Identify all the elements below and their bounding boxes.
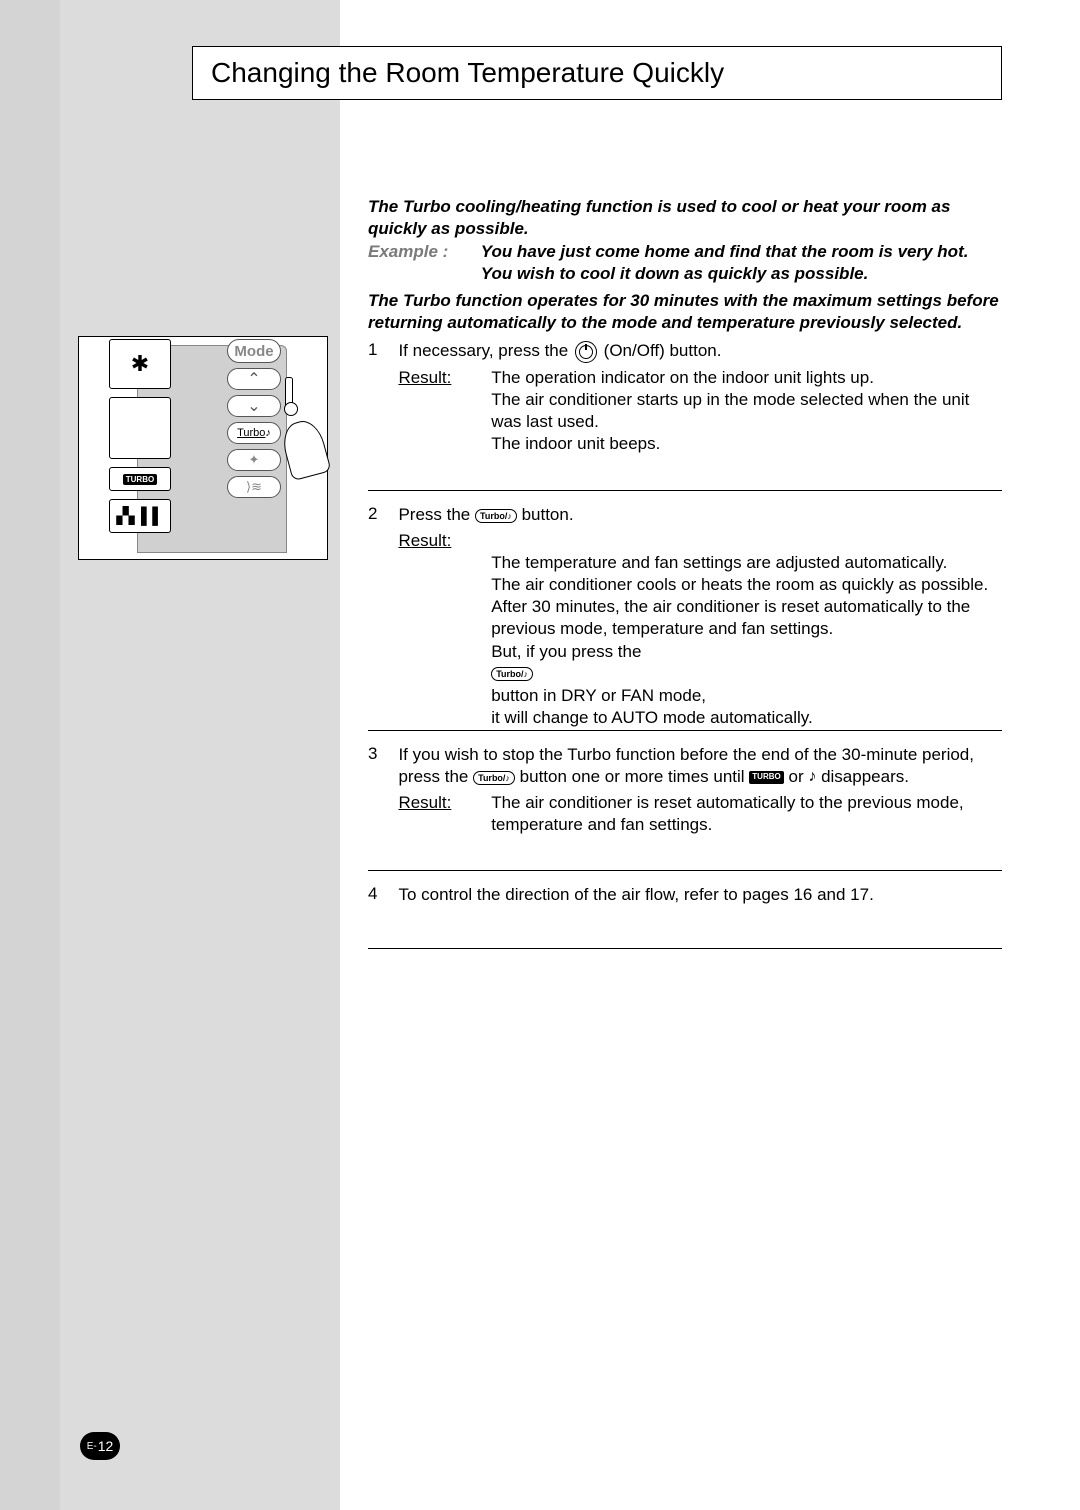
- step-2-body: Press the Turbo/♪ button. Result: The te…: [398, 504, 998, 729]
- step-4: 4 To control the direction of the air fl…: [368, 884, 1008, 906]
- example-row: Example : You have just come home and fi…: [368, 241, 988, 285]
- step-1-body: If necessary, press the (On/Off) button.…: [398, 340, 998, 455]
- display-temp: [109, 397, 171, 459]
- fan-button[interactable]: ✦: [227, 449, 281, 471]
- step-4-body: To control the direction of the air flow…: [398, 884, 998, 906]
- result-label-2: Result:: [398, 530, 486, 552]
- page-title: Changing the Room Temperature Quickly: [211, 57, 724, 89]
- step-2: 2 Press the Turbo/♪ button. Result: The …: [368, 504, 1008, 729]
- mode-button[interactable]: Mode: [227, 339, 281, 363]
- swing-button[interactable]: ⟩≋: [227, 476, 281, 498]
- remote-buttons: Mode ⌃ ⌄ Turbo♪ ✦ ⟩≋: [227, 339, 289, 545]
- result-text-2b: button in DRY or FAN mode, it will chang…: [491, 686, 813, 727]
- step-3-body: If you wish to stop the Turbo function b…: [398, 744, 998, 836]
- turbo-pill-icon: Turbo/♪: [475, 509, 517, 523]
- grey-strip: [60, 0, 340, 1510]
- intro-text: The Turbo cooling/heating function is us…: [368, 196, 988, 240]
- result-text-3: The air conditioner is reset automatical…: [491, 792, 991, 836]
- divider-1: [368, 490, 1002, 491]
- quiet-icon: ♪: [808, 767, 816, 788]
- step-2-text-a: Press the: [398, 505, 475, 524]
- display-turbo: TURBO: [109, 467, 171, 491]
- thermometer-icon: [285, 377, 293, 415]
- step-3: 3 If you wish to stop the Turbo function…: [368, 744, 1008, 836]
- turbo-black-icon: TURBO: [749, 771, 783, 783]
- turbo-pill-icon: Turbo/♪: [473, 771, 515, 785]
- example-text: You have just come home and find that th…: [481, 241, 981, 285]
- temp-up-button[interactable]: ⌃: [227, 368, 281, 390]
- remote-display: ✱ TURBO ▞▖▌▌: [109, 339, 171, 545]
- page-number: E- 12: [80, 1432, 120, 1460]
- step-3-text-d: disappears.: [821, 767, 909, 786]
- step-3-text-c: or: [788, 767, 808, 786]
- example-label: Example :: [368, 241, 476, 263]
- step-2-result: Result: The temperature and fan settings…: [398, 530, 998, 729]
- step-1-text-a: If necessary, press the: [398, 341, 572, 360]
- divider-2: [368, 730, 1002, 731]
- display-turbo-badge: TURBO: [123, 474, 157, 485]
- step-1-text-b: (On/Off) button.: [604, 341, 722, 360]
- step-3-num: 3: [368, 744, 394, 764]
- display-fan: ▞▖▌▌: [109, 499, 171, 533]
- title-box: Changing the Room Temperature Quickly: [192, 46, 1002, 100]
- result-text-1: The operation indicator on the indoor un…: [491, 367, 991, 455]
- divider-4: [368, 948, 1002, 949]
- divider-3: [368, 870, 1002, 871]
- turbo-button-label: Turbo: [237, 427, 265, 439]
- turbo-button[interactable]: Turbo♪: [227, 422, 281, 444]
- step-1-num: 1: [368, 340, 394, 360]
- result-label-1: Result:: [398, 367, 486, 389]
- result-text-2: The temperature and fan settings are adj…: [491, 530, 991, 729]
- step-3-text-b: button one or more times until: [520, 767, 750, 786]
- step-1: 1 If necessary, press the (On/Off) butto…: [368, 340, 1008, 455]
- page-num-value: 12: [98, 1438, 114, 1454]
- display-mode-icon: ✱: [109, 339, 171, 389]
- onoff-icon: [575, 341, 597, 363]
- step-2-text-b: button.: [522, 505, 574, 524]
- result-label-3: Result:: [398, 792, 486, 814]
- turbo-note: The Turbo function operates for 30 minut…: [368, 290, 1008, 334]
- turbo-pill-icon: Turbo/♪: [491, 667, 533, 681]
- page-num-prefix: E-: [87, 1441, 97, 1452]
- step-2-num: 2: [368, 504, 394, 524]
- step-4-num: 4: [368, 884, 394, 904]
- remote-illustration: ✱ TURBO ▞▖▌▌ Mode ⌃ ⌄ Turbo♪ ✦ ⟩≋: [78, 336, 328, 560]
- temp-down-button[interactable]: ⌄: [227, 395, 281, 417]
- quiet-icon: ♪: [265, 427, 271, 439]
- result-text-2a: The temperature and fan settings are adj…: [491, 553, 988, 660]
- step-1-result: Result: The operation indicator on the i…: [398, 367, 998, 455]
- step-3-result: Result: The air conditioner is reset aut…: [398, 792, 998, 836]
